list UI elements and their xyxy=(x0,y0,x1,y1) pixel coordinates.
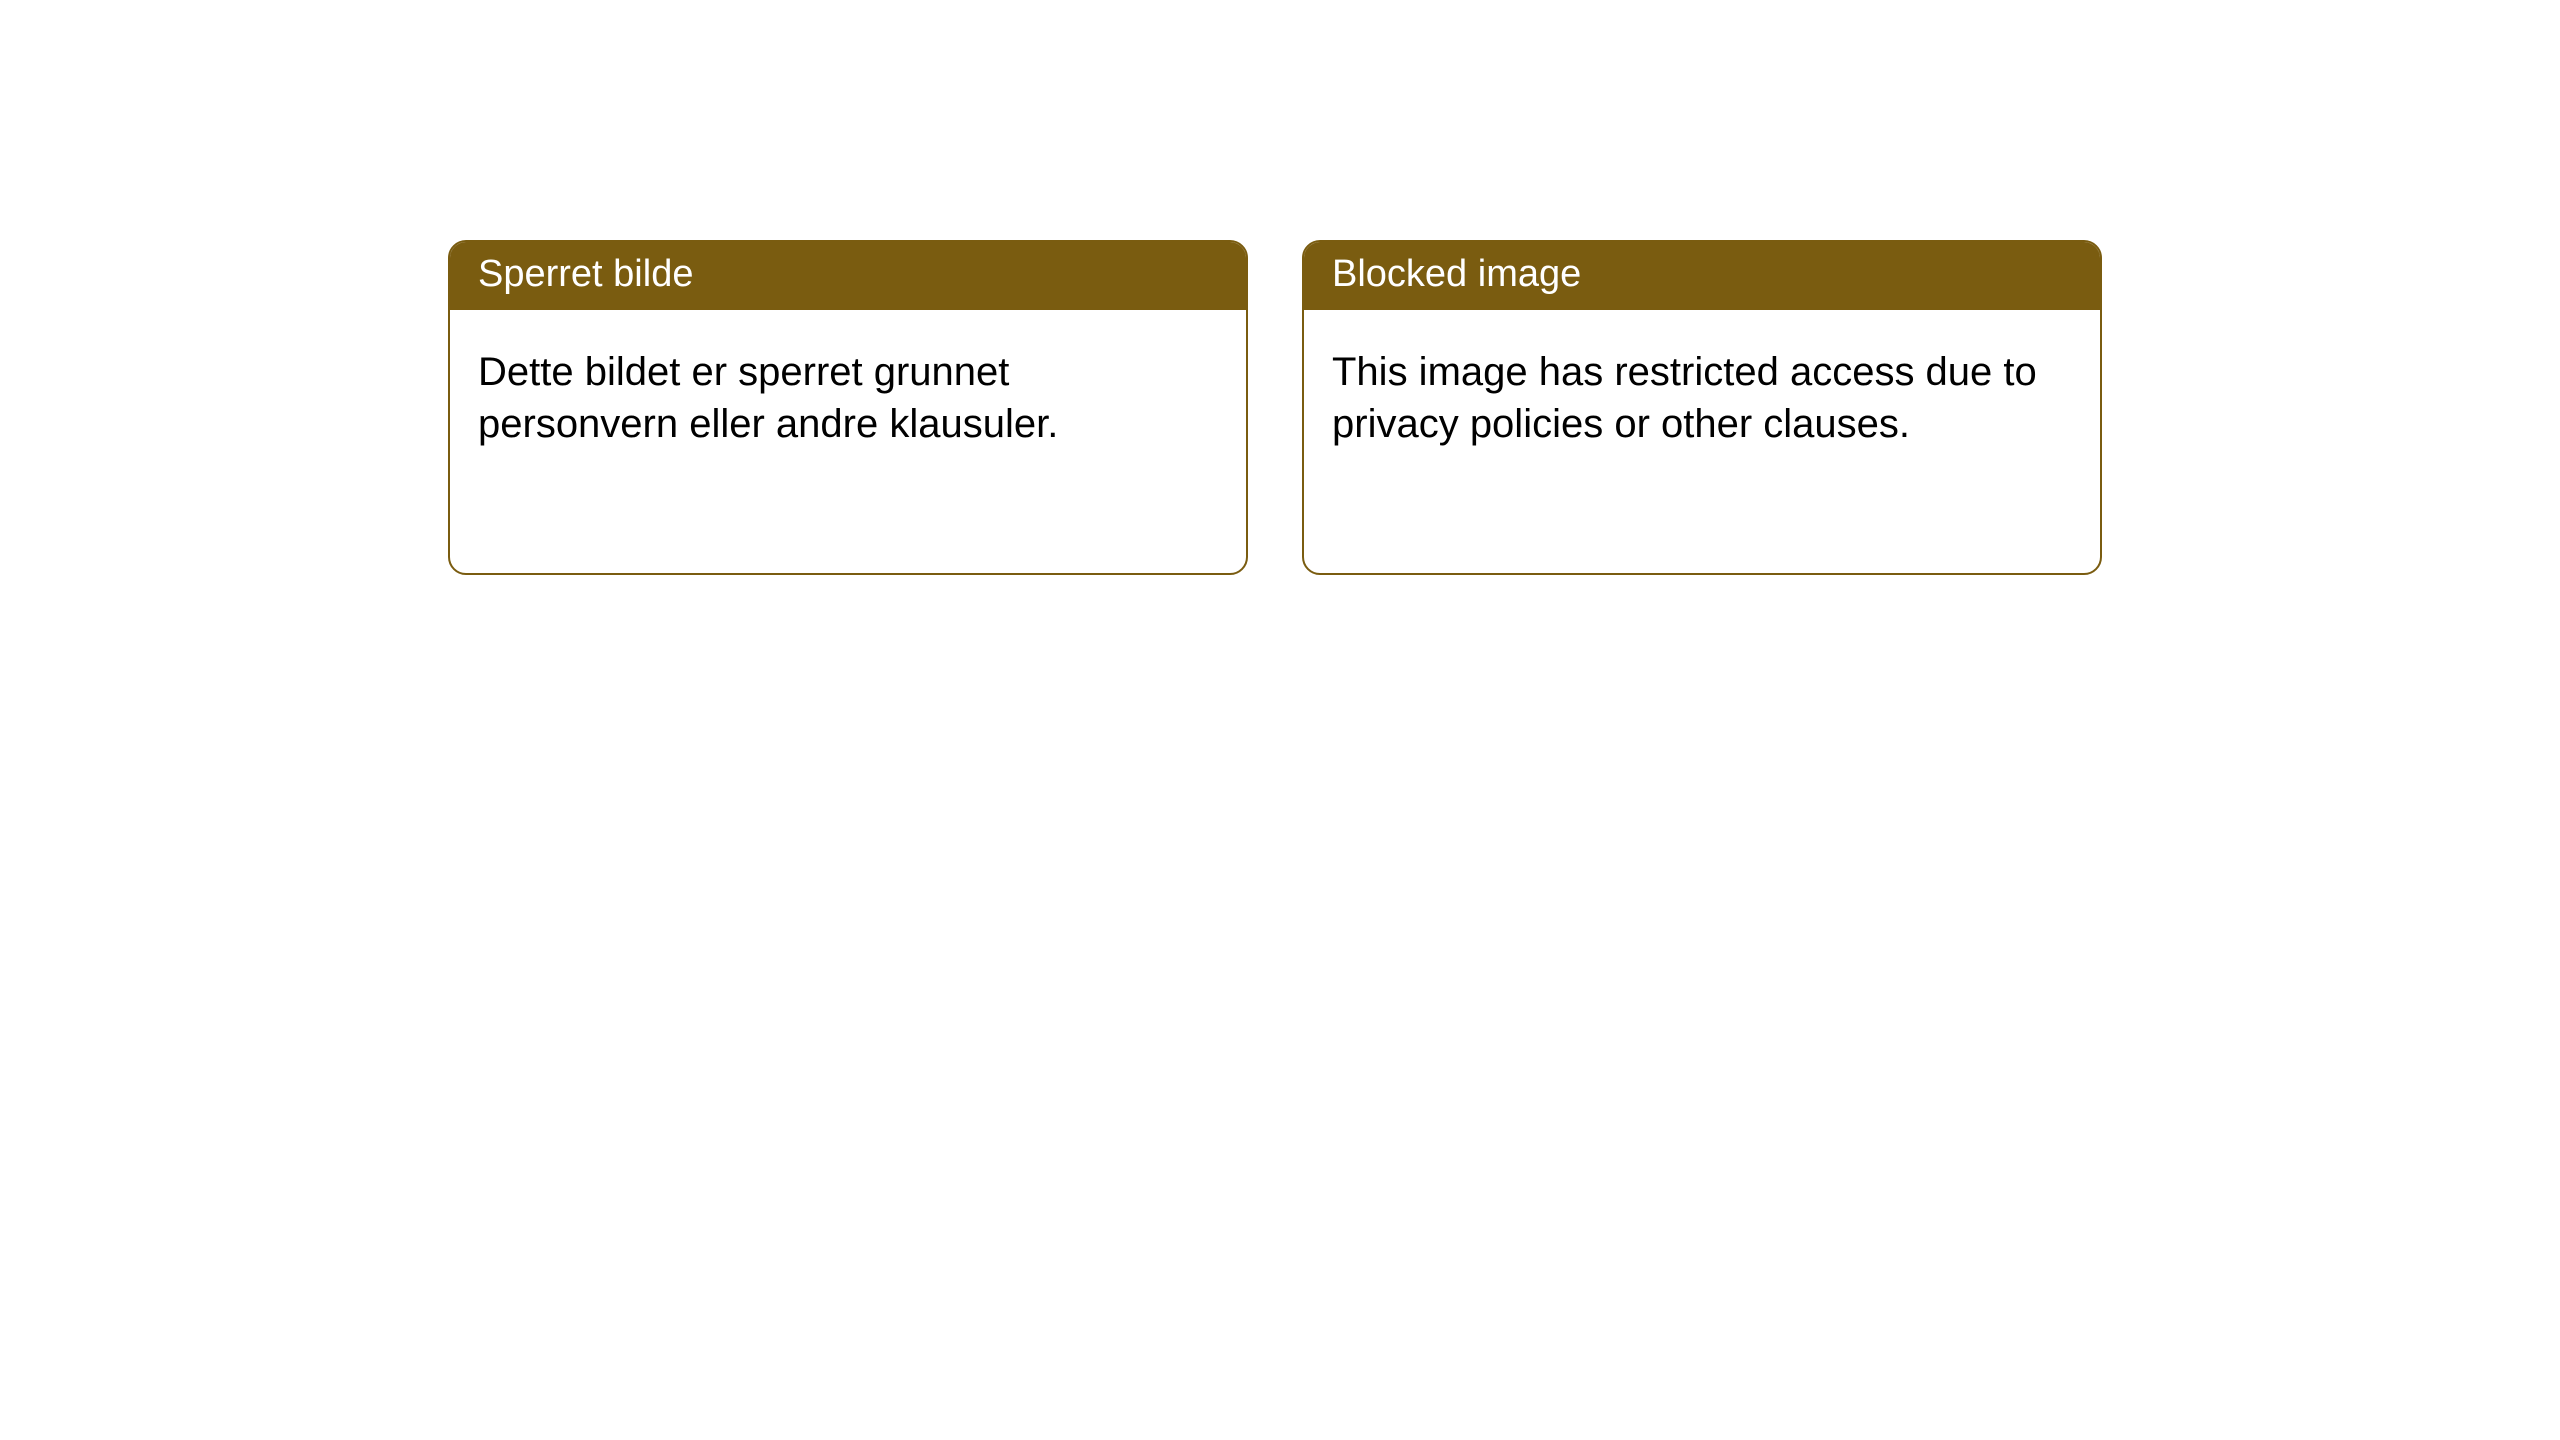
card-title: Sperret bilde xyxy=(450,242,1246,310)
card-title: Blocked image xyxy=(1304,242,2100,310)
notice-container: Sperret bilde Dette bildet er sperret gr… xyxy=(0,0,2560,575)
notice-card-norwegian: Sperret bilde Dette bildet er sperret gr… xyxy=(448,240,1248,575)
notice-card-english: Blocked image This image has restricted … xyxy=(1302,240,2102,575)
card-body-text: Dette bildet er sperret grunnet personve… xyxy=(450,310,1246,478)
card-body-text: This image has restricted access due to … xyxy=(1304,310,2100,478)
